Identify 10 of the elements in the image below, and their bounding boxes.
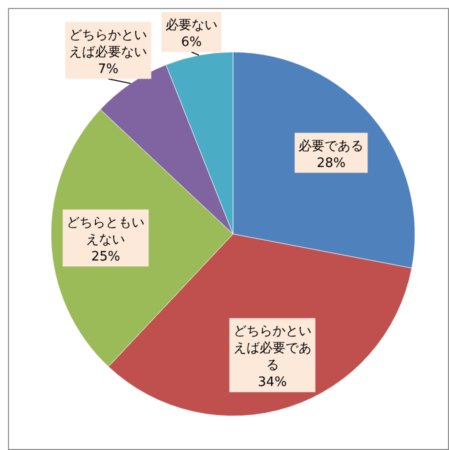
data-label: 6% bbox=[181, 35, 202, 50]
data-label: 25% bbox=[91, 250, 120, 264]
data-label: 34% bbox=[258, 375, 287, 390]
slice-label: どちらともいえない bbox=[66, 216, 145, 248]
data-label: 28% bbox=[316, 156, 346, 171]
slice-label: 必要である bbox=[298, 138, 364, 154]
data-label: 7% bbox=[98, 62, 119, 77]
slice-label: どちらかといえば必要である bbox=[233, 324, 312, 374]
slice-label: どちらかといえば必要ない bbox=[69, 28, 148, 60]
slice-label: 必要ない bbox=[165, 18, 218, 33]
